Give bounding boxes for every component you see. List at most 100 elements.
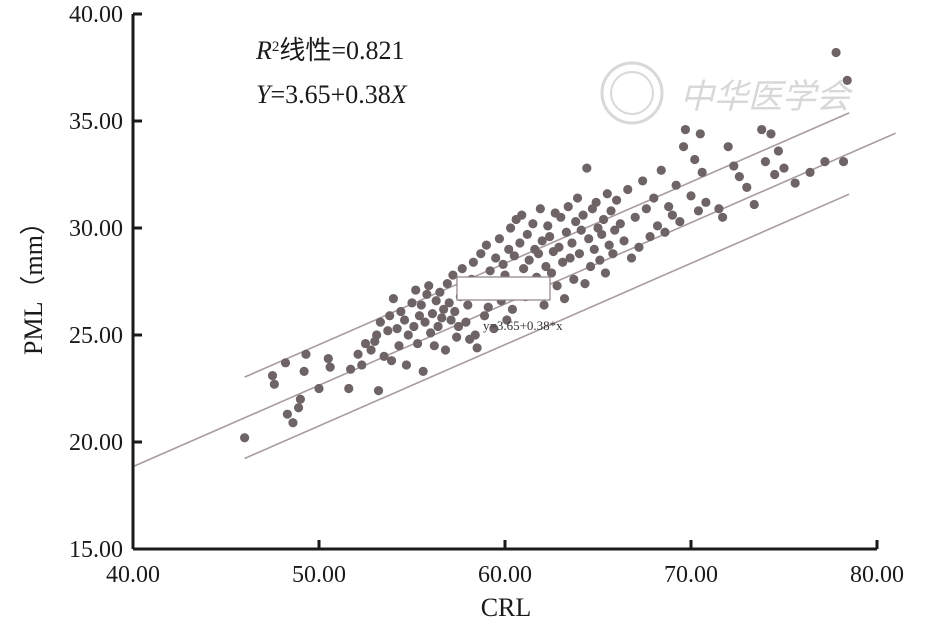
data-point bbox=[554, 242, 564, 252]
data-point bbox=[773, 146, 784, 156]
equation-x: X bbox=[390, 80, 408, 109]
data-point bbox=[584, 234, 594, 244]
data-point bbox=[591, 197, 601, 207]
equation-body: =3.65+0.38 bbox=[270, 80, 390, 109]
equation-annotation: Y=3.65+0.38X bbox=[256, 80, 408, 109]
data-point bbox=[842, 75, 852, 85]
data-point bbox=[690, 154, 700, 165]
data-point bbox=[420, 317, 430, 327]
equation-y: Y bbox=[256, 80, 273, 109]
data-point bbox=[552, 281, 562, 291]
data-point bbox=[612, 195, 622, 205]
data-point bbox=[489, 323, 499, 334]
data-point bbox=[452, 332, 462, 342]
data-point bbox=[483, 302, 493, 312]
data-point bbox=[729, 161, 739, 171]
data-point bbox=[718, 212, 728, 222]
fit-label-box bbox=[456, 276, 551, 301]
data-point bbox=[695, 129, 705, 139]
data-point bbox=[280, 358, 291, 368]
data-point bbox=[574, 249, 585, 259]
data-point bbox=[569, 274, 579, 284]
data-point bbox=[571, 216, 581, 227]
data-point bbox=[240, 433, 250, 443]
data-point bbox=[556, 212, 566, 222]
data-point bbox=[396, 306, 406, 317]
watermark-seal-icon bbox=[600, 61, 664, 125]
data-point bbox=[357, 360, 367, 370]
data-point bbox=[701, 197, 711, 207]
data-point bbox=[366, 345, 376, 355]
upper-prediction-line bbox=[244, 112, 850, 378]
data-point bbox=[539, 300, 549, 310]
data-point bbox=[463, 300, 473, 310]
data-point bbox=[563, 202, 573, 212]
data-point bbox=[519, 264, 529, 274]
data-point bbox=[507, 304, 518, 314]
data-point bbox=[805, 167, 815, 177]
data-point bbox=[498, 259, 508, 269]
data-point bbox=[504, 244, 514, 254]
fit-label: y=3.65+0.38*x bbox=[483, 318, 563, 333]
data-point bbox=[559, 294, 570, 304]
data-point bbox=[323, 353, 333, 364]
data-point bbox=[515, 238, 525, 248]
data-point bbox=[535, 204, 545, 214]
data-point bbox=[604, 240, 614, 250]
data-point bbox=[667, 210, 678, 220]
data-point bbox=[426, 328, 436, 338]
axes: 40.00 50.00 60.00 70.00 80.00 15.00 20.00 25.00… bbox=[69, 2, 904, 588]
data-point bbox=[660, 227, 670, 237]
data-point bbox=[645, 231, 655, 242]
data-point bbox=[541, 261, 551, 272]
data-point bbox=[517, 210, 527, 220]
data-point bbox=[546, 268, 557, 278]
data-point bbox=[790, 178, 800, 188]
y-tick-label: 40.00 bbox=[69, 2, 123, 28]
data-point bbox=[440, 345, 451, 355]
data-point bbox=[675, 216, 685, 227]
data-point bbox=[485, 266, 495, 276]
data-point bbox=[678, 142, 689, 152]
data-point bbox=[437, 313, 447, 323]
r2-symbol: R bbox=[255, 36, 272, 65]
data-point bbox=[461, 317, 471, 327]
data-point bbox=[543, 221, 553, 231]
data-point bbox=[697, 167, 707, 177]
data-point bbox=[545, 231, 555, 242]
data-point bbox=[269, 379, 279, 389]
x-axis-title: CRL bbox=[481, 593, 532, 622]
data-point bbox=[407, 298, 417, 308]
data-point bbox=[595, 255, 605, 265]
data-point bbox=[749, 199, 759, 210]
data-point bbox=[630, 212, 640, 222]
data-point bbox=[606, 206, 616, 216]
data-point bbox=[561, 227, 571, 237]
data-point bbox=[472, 343, 482, 353]
data-point bbox=[325, 362, 335, 372]
data-point bbox=[652, 221, 663, 231]
data-point bbox=[610, 225, 620, 235]
data-point bbox=[439, 304, 449, 314]
data-point bbox=[522, 229, 532, 240]
data-point bbox=[470, 330, 480, 340]
data-point bbox=[422, 289, 432, 299]
data-point bbox=[427, 309, 438, 319]
watermark: 中华医学会 bbox=[600, 61, 854, 125]
x-tick-label: 60.00 bbox=[478, 562, 532, 588]
data-point bbox=[442, 279, 452, 289]
data-point bbox=[558, 257, 568, 267]
lower-prediction-line bbox=[244, 193, 850, 460]
data-point bbox=[576, 225, 586, 235]
data-point bbox=[524, 255, 534, 265]
data-point bbox=[693, 206, 704, 216]
data-point bbox=[589, 244, 599, 254]
data-point bbox=[537, 236, 547, 246]
data-point bbox=[293, 403, 304, 413]
data-point bbox=[433, 321, 443, 332]
data-point bbox=[379, 351, 389, 361]
data-point bbox=[598, 214, 609, 225]
data-point bbox=[388, 294, 398, 304]
y-tick-label: 30.00 bbox=[69, 216, 123, 242]
